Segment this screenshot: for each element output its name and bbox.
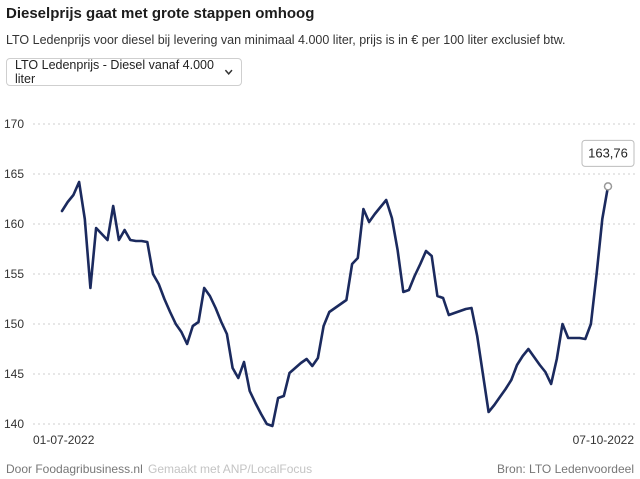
y-tick-label-145: 145 (4, 367, 24, 381)
footer-made-with-link[interactable]: Gemaakt met ANP/LocalFocus (148, 462, 313, 476)
y-tick-label-160: 160 (4, 217, 24, 231)
x-axis-ticks: 01-07-2022 07-10-2022 (33, 433, 634, 447)
footer-author: Door Foodagribusiness.nl (6, 462, 143, 476)
grid-lines (33, 123, 636, 425)
y-tick-label-165: 165 (4, 167, 24, 181)
chart-title: Dieselprijs gaat met grote stappen omhoo… (6, 5, 315, 22)
y-tick-label-170: 170 (4, 117, 24, 131)
x-tick-label-end: 07-10-2022 (573, 433, 635, 447)
x-tick-label-start: 01-07-2022 (33, 433, 95, 447)
callout-box (581, 139, 635, 167)
line-chart: 140 145 150 155 160 165 170 01-07-2022 07-10-2… (4, 117, 636, 447)
y-tick-label-155: 155 (4, 267, 24, 281)
chart-subtitle: LTO Ledenprijs voor diesel bij levering … (6, 33, 566, 47)
chevron-down-icon (224, 69, 233, 76)
y-tick-label-140: 140 (4, 417, 24, 431)
y-axis-ticks: 140 145 150 155 160 165 170 (4, 117, 24, 431)
last-value-callout: 163,76 (581, 139, 635, 191)
series-dropdown[interactable]: LTO Ledenprijs - Diesel vanaf 4.000 lite… (6, 58, 242, 86)
last-data-point[interactable] (603, 182, 613, 191)
series-line (60, 180, 610, 428)
dropdown-selected-label: LTO Ledenprijs - Diesel vanaf 4.000 lite… (15, 58, 214, 86)
footer-source: Bron: LTO Ledenvoordeel (497, 462, 634, 476)
callout-value-label: 163,76 (588, 145, 628, 160)
y-tick-label-150: 150 (4, 317, 24, 331)
